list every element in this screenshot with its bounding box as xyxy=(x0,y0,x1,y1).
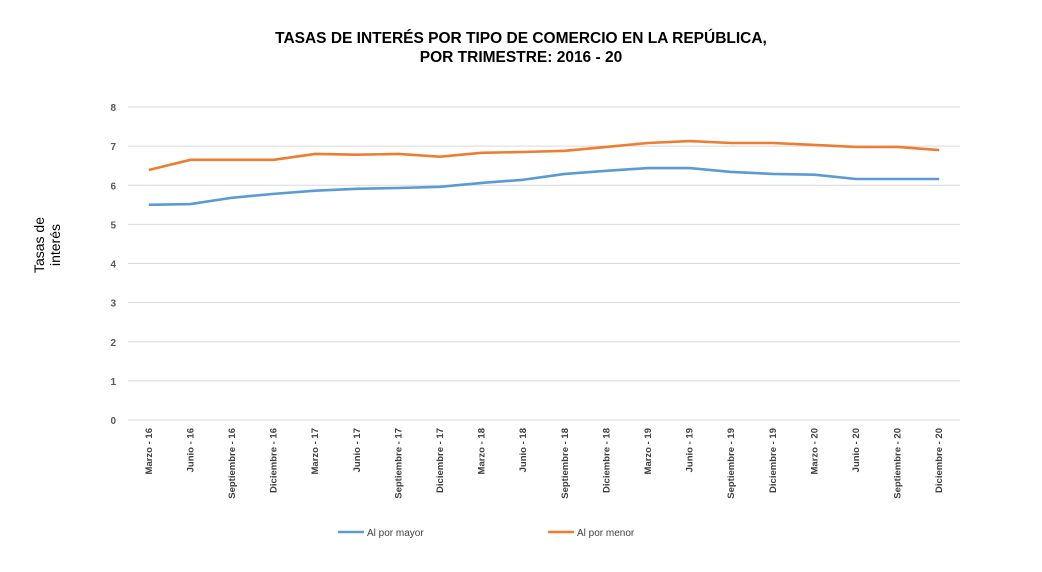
x-tick-label: Diciembre - 18 xyxy=(601,428,612,493)
y-tick-label: 4 xyxy=(110,260,116,271)
x-tick-label: Junio - 18 xyxy=(518,428,529,472)
y-tick-label: 1 xyxy=(110,377,116,388)
y-tick-label: 0 xyxy=(110,416,116,427)
x-tick-label: Junio - 17 xyxy=(352,428,363,472)
x-tick-label: Septiembre - 19 xyxy=(726,428,737,499)
x-tick-label: Marzo - 16 xyxy=(144,428,155,474)
x-tick-label: Marzo - 18 xyxy=(477,428,488,474)
x-tick-label: Marzo - 19 xyxy=(643,428,654,474)
y-axis-label-line-1: Tasas de xyxy=(31,217,47,273)
x-tick-label: Marzo - 17 xyxy=(310,428,321,474)
x-tick-label: Diciembre - 19 xyxy=(768,428,779,493)
chart-title-line-2: POR TRIMESTRE: 2016 - 20 xyxy=(420,49,622,66)
y-tick-label: 2 xyxy=(110,338,116,349)
x-tick-label: Junio - 16 xyxy=(185,428,196,472)
x-tick-label: Septiembre - 18 xyxy=(560,428,571,499)
x-tick-label: Junio - 20 xyxy=(851,428,862,472)
legend-label: Al por mayor xyxy=(367,528,424,539)
y-tick-label: 5 xyxy=(110,220,116,231)
x-tick-label: Diciembre - 20 xyxy=(934,428,945,493)
series-line-al-por-menor xyxy=(148,139,940,172)
x-tick-label: Junio - 19 xyxy=(685,428,696,472)
x-tick-label: Septiembre - 17 xyxy=(393,428,404,499)
x-tick-label: Diciembre - 16 xyxy=(269,428,280,493)
x-tick-label: Septiembre - 16 xyxy=(227,428,238,499)
y-tick-label: 8 xyxy=(110,103,116,114)
x-tick-label: Diciembre - 17 xyxy=(435,428,446,493)
y-tick-label: 6 xyxy=(110,181,116,192)
x-tick-label: Marzo - 20 xyxy=(809,428,820,474)
x-tick-label: Septiembre - 20 xyxy=(893,428,904,499)
y-axis-label-line-2: interés xyxy=(47,224,63,266)
y-tick-label: 7 xyxy=(110,142,116,153)
y-tick-label: 3 xyxy=(110,299,116,310)
chart-title-line-1: TASAS DE INTERÉS POR TIPO DE COMERCIO EN… xyxy=(275,29,767,47)
legend-label: Al por menor xyxy=(577,528,635,539)
series-line-al-por-mayor xyxy=(148,166,940,207)
